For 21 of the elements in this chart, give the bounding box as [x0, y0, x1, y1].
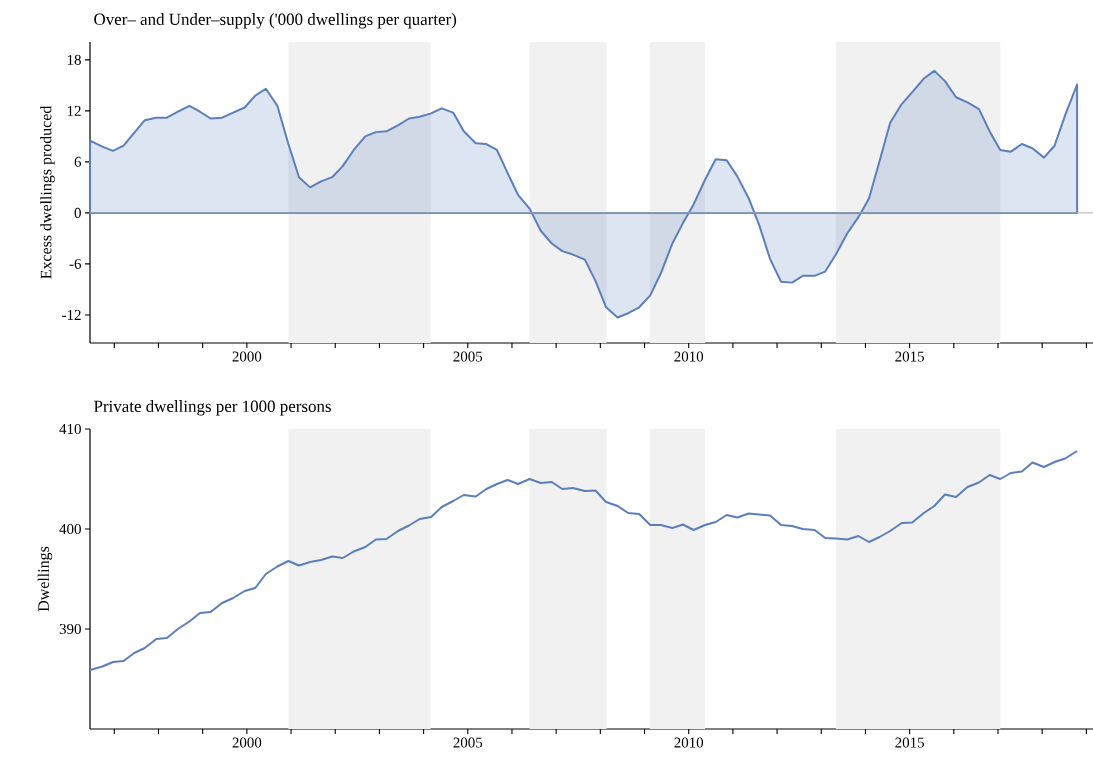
- y-tick-label: 400: [59, 523, 81, 535]
- y-tick-label: 390: [59, 623, 81, 635]
- y-tick-label: 410: [59, 423, 81, 435]
- x-tick-label: 2005: [453, 737, 483, 748]
- x-tick-label: 2000: [232, 351, 262, 362]
- x-tick-label: 2005: [453, 351, 483, 362]
- x-tick-label: 2015: [895, 351, 924, 362]
- y-tick-label: -6: [69, 258, 82, 269]
- y-tick-label: 0: [74, 207, 81, 218]
- y-tick-label: 6: [74, 156, 82, 167]
- y-tick-label: -12: [62, 309, 81, 320]
- chart-title: Private dwellings per 1000 persons: [94, 400, 331, 416]
- y-axis-title: Dwellings: [37, 546, 53, 612]
- chart-title: Over– and Under–supply ('000 dwellings per quarter): [94, 13, 457, 29]
- x-tick-label: 2010: [674, 737, 704, 748]
- y-axis-title: Excess dwellings produced: [40, 105, 55, 279]
- x-tick-label: 2000: [232, 737, 262, 748]
- y-tick-label: 18: [67, 54, 81, 65]
- x-tick-label: 2015: [895, 737, 924, 748]
- y-tick-label: 12: [67, 105, 81, 116]
- x-tick-label: 2010: [674, 351, 704, 362]
